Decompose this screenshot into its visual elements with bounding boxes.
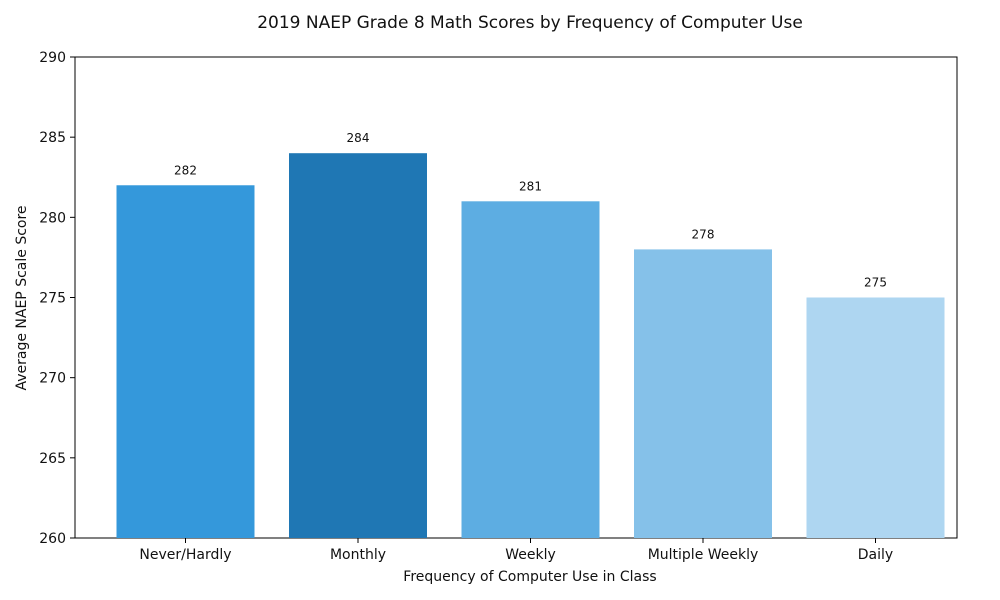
x-tick-label: Multiple Weekly (648, 547, 759, 563)
bar-value-label: 282 (174, 163, 197, 177)
y-tick-label: 260 (39, 531, 66, 547)
y-axis: 260 265 270 275 280 285 290 (39, 50, 75, 547)
x-tick-label: Daily (858, 547, 893, 563)
x-tick-label: Weekly (505, 547, 556, 563)
bar-value-labels: 282 284 281 278 275 (174, 131, 887, 289)
bar-value-label: 281 (519, 179, 542, 193)
y-tick-label: 285 (39, 130, 66, 146)
y-tick-label: 280 (39, 210, 66, 226)
x-tick-label: Monthly (330, 547, 386, 563)
y-tick-label: 290 (39, 50, 66, 66)
x-axis: Never/Hardly Monthly Weekly Multiple Weekly… (139, 538, 893, 563)
y-axis-label: Average NAEP Scale Score (14, 205, 30, 390)
bar-value-label: 275 (864, 276, 887, 290)
x-tick-label: Never/Hardly (139, 547, 231, 563)
bar-4 (806, 297, 945, 538)
plot-area: 282 284 281 278 275 (74, 56, 958, 539)
x-axis-label: Frequency of Computer Use in Class (403, 569, 656, 585)
bar-value-label: 278 (692, 227, 715, 241)
bar-2 (461, 201, 600, 539)
bar-0 (116, 185, 255, 538)
bar-value-label: 284 (347, 131, 370, 145)
chart-title: 2019 NAEP Grade 8 Math Scores by Frequen… (257, 13, 803, 33)
y-tick-label: 275 (39, 291, 66, 307)
y-tick-label: 270 (39, 371, 66, 387)
bar-1 (289, 153, 427, 538)
bar-3 (634, 249, 772, 538)
y-tick-label: 265 (39, 451, 66, 467)
bars-group (116, 153, 945, 539)
